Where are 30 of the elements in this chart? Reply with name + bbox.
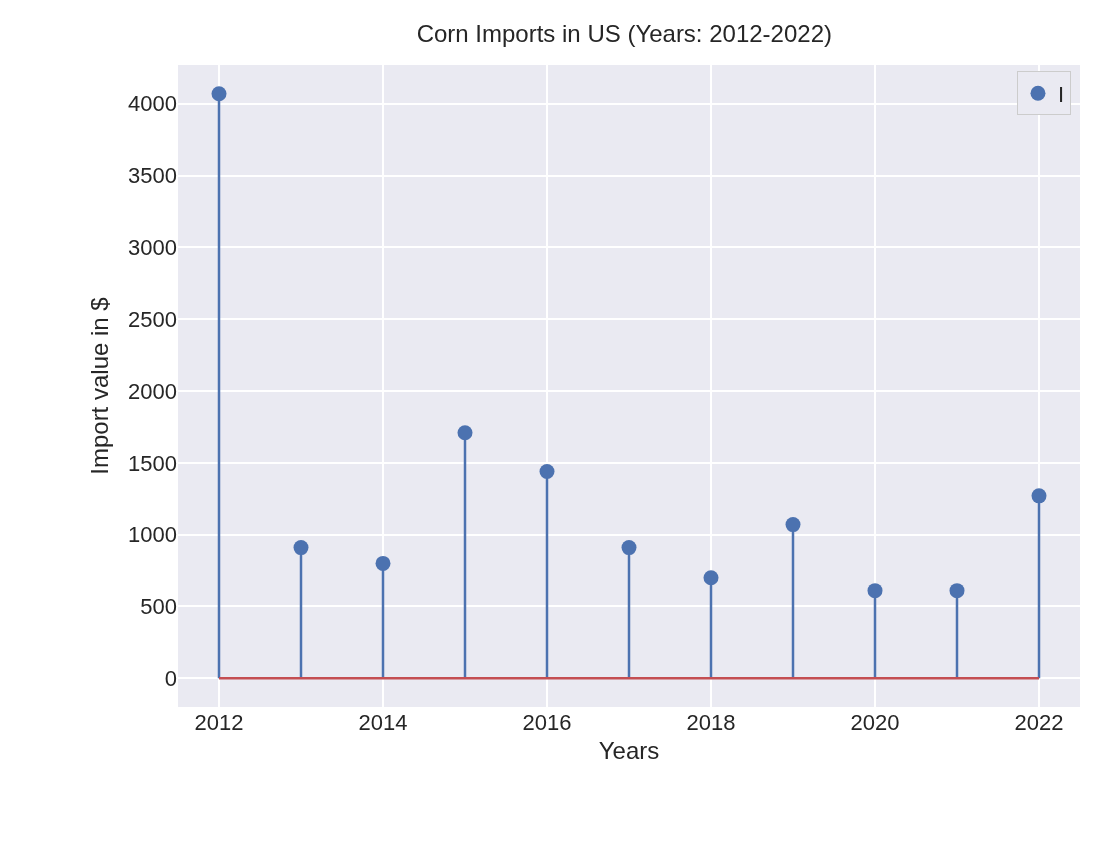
point [703, 570, 719, 586]
point [375, 555, 391, 571]
x-axis-title: Years [598, 737, 660, 765]
point [211, 86, 227, 102]
y-tick-label: 3000 [128, 235, 177, 261]
x-tick-label: 2016 [522, 710, 572, 735]
x-tick-label: 2014 [358, 710, 408, 735]
y-tick-label: 2500 [128, 306, 177, 332]
point [785, 517, 801, 533]
y-tick-label: 500 [140, 594, 177, 620]
y-tick-label: 0 [164, 665, 177, 691]
y-tick-label: 1000 [128, 522, 177, 548]
x-tick-label: 2012 [194, 710, 244, 735]
point [457, 425, 473, 441]
chart-title: Corn Imports in US (Years: 2012-2022) [416, 20, 832, 48]
y-tick-label: 2000 [128, 378, 177, 404]
point [621, 540, 637, 556]
y-tick-label: 1500 [128, 450, 177, 476]
x-tick-label: 2022 [1014, 710, 1064, 735]
point [867, 583, 883, 599]
point [949, 583, 965, 599]
x-tick-label: 2020 [850, 710, 900, 735]
point [1031, 488, 1047, 504]
x-tick-label: 2018 [686, 710, 736, 735]
legend-label: I [1057, 81, 1065, 107]
point [539, 463, 555, 479]
point [293, 540, 309, 556]
y-tick-label: 4000 [128, 91, 177, 117]
y-tick-label: 3500 [128, 163, 177, 189]
y-axis-title: Import value in $ [86, 297, 114, 475]
